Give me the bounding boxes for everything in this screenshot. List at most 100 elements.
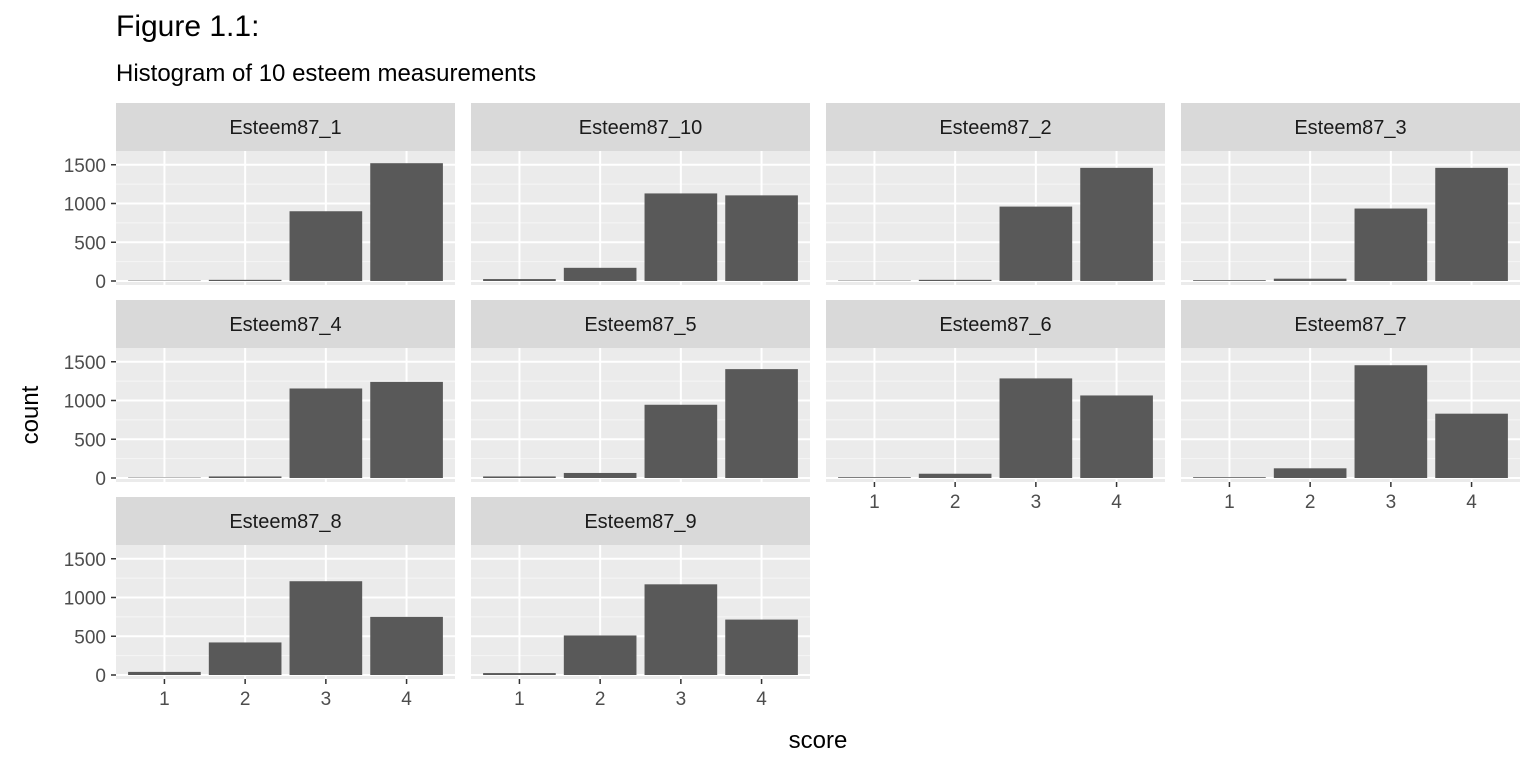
bar-score-4 xyxy=(725,369,798,478)
x-axis-title: score xyxy=(789,727,848,754)
facet-panel-esteem87-2: Esteem87_2 xyxy=(826,103,1165,285)
y-axis-title: count xyxy=(17,385,44,444)
facet-panel-esteem87-7: Esteem87_7 1 2 3 4 xyxy=(1181,300,1520,513)
facet-strip-label: Esteem87_10 xyxy=(579,117,702,139)
bar-score-4 xyxy=(725,195,798,281)
facet-panel-esteem87-1: Esteem87_1 0 500 1000 1500 xyxy=(64,103,455,293)
facet-panel-esteem87-5: Esteem87_5 xyxy=(471,300,810,482)
bar-score-3 xyxy=(289,388,363,478)
bar-score-2 xyxy=(208,642,282,675)
bar-score-1 xyxy=(483,476,556,478)
facet-strip xyxy=(471,300,810,348)
bar-score-3 xyxy=(999,378,1073,478)
facet-panel-esteem87-8: Esteem87_8 0 500 1000 1500 1 2 3 4 xyxy=(64,497,455,710)
facet-strip-label: Esteem87_3 xyxy=(1294,117,1406,139)
y-tick-label: 1000 xyxy=(64,392,106,413)
facet-strip xyxy=(826,103,1165,151)
bar-score-3 xyxy=(644,193,718,281)
x-tick-label: 2 xyxy=(595,689,606,710)
bar-score-4 xyxy=(1435,413,1508,478)
y-tick-label: 1000 xyxy=(64,589,106,610)
x-tick-label: 2 xyxy=(1305,492,1316,513)
x-tick-label: 4 xyxy=(1466,492,1477,513)
x-tick-label: 3 xyxy=(321,689,332,710)
y-tick-label: 0 xyxy=(95,469,106,490)
x-tick-label: 1 xyxy=(1224,492,1235,513)
bar-score-3 xyxy=(289,581,363,675)
y-tick-label: 1500 xyxy=(64,550,106,571)
bar-score-4 xyxy=(725,619,798,675)
y-tick-label: 500 xyxy=(74,233,106,254)
bar-score-4 xyxy=(1435,167,1508,281)
facet-strip xyxy=(471,103,810,151)
bar-score-2 xyxy=(563,635,637,675)
bar-score-2 xyxy=(1273,468,1347,478)
facet-strip-label: Esteem87_8 xyxy=(229,511,341,533)
y-tick-label: 1000 xyxy=(64,195,106,216)
facet-strip xyxy=(116,103,455,151)
y-tick-label: 500 xyxy=(74,627,106,648)
x-tick-label: 4 xyxy=(756,689,767,710)
figure-subtitle: Histogram of 10 esteem measurements xyxy=(116,60,537,87)
facet-panel-esteem87-4: Esteem87_4 0 500 1000 1500 xyxy=(64,300,455,490)
facet-strip xyxy=(1181,103,1520,151)
bar-score-1 xyxy=(1193,477,1266,478)
x-tick-label: 1 xyxy=(869,492,880,513)
x-tick-label: 1 xyxy=(514,689,525,710)
facet-panel-esteem87-3: Esteem87_3 xyxy=(1181,103,1520,285)
bar-score-2 xyxy=(563,267,637,281)
bar-score-4 xyxy=(370,163,443,281)
facet-strip-label: Esteem87_9 xyxy=(584,511,696,533)
bar-score-1 xyxy=(838,477,911,478)
facet-strip-label: Esteem87_7 xyxy=(1294,314,1406,336)
bar-score-2 xyxy=(1273,278,1347,281)
facet-strip-label: Esteem87_5 xyxy=(584,314,696,336)
bar-score-3 xyxy=(1354,365,1428,478)
bar-score-2 xyxy=(918,279,992,281)
x-tick-label: 4 xyxy=(1111,492,1122,513)
y-tick-label: 1500 xyxy=(64,353,106,374)
y-tick-label: 500 xyxy=(74,430,106,451)
facet-strip-label: Esteem87_1 xyxy=(229,117,341,139)
y-tick-label: 0 xyxy=(95,272,106,293)
bar-score-1 xyxy=(483,673,556,675)
facet-strip xyxy=(116,497,455,545)
bar-score-3 xyxy=(289,211,363,281)
bar-score-3 xyxy=(644,584,718,675)
bar-score-2 xyxy=(208,476,282,478)
bar-score-1 xyxy=(1193,280,1266,281)
facet-strip-label: Esteem87_2 xyxy=(939,117,1051,139)
y-tick-label: 0 xyxy=(95,666,106,687)
facet-panel-esteem87-9: Esteem87_9 1 2 3 4 xyxy=(471,497,810,710)
bar-score-2 xyxy=(918,473,992,478)
bar-score-4 xyxy=(370,616,443,675)
x-tick-label: 4 xyxy=(401,689,412,710)
bar-score-2 xyxy=(563,472,637,478)
figure-title: Figure 1.1: xyxy=(116,10,260,43)
facet-strip-label: Esteem87_6 xyxy=(939,314,1051,336)
facet-panel-esteem87-6: Esteem87_6 1 2 3 4 xyxy=(826,300,1165,513)
y-tick-label: 1500 xyxy=(64,156,106,177)
bar-score-3 xyxy=(644,404,718,478)
facet-strip-label: Esteem87_4 xyxy=(229,314,341,336)
facet-strip xyxy=(116,300,455,348)
facet-strip xyxy=(826,300,1165,348)
bar-score-1 xyxy=(128,671,201,675)
x-tick-label: 3 xyxy=(1386,492,1397,513)
x-tick-label: 3 xyxy=(676,689,687,710)
bar-score-4 xyxy=(1080,395,1153,478)
x-tick-label: 1 xyxy=(159,689,170,710)
bar-score-3 xyxy=(1354,208,1428,281)
facet-strip xyxy=(1181,300,1520,348)
bar-score-4 xyxy=(1080,167,1153,281)
facet-strip xyxy=(471,497,810,545)
x-tick-label: 2 xyxy=(240,689,251,710)
x-tick-label: 3 xyxy=(1031,492,1042,513)
bar-score-3 xyxy=(999,206,1073,281)
bar-score-4 xyxy=(370,381,443,478)
facet-panel-esteem87-10: Esteem87_10 xyxy=(471,103,810,285)
x-tick-label: 2 xyxy=(950,492,961,513)
bar-score-2 xyxy=(208,279,282,281)
